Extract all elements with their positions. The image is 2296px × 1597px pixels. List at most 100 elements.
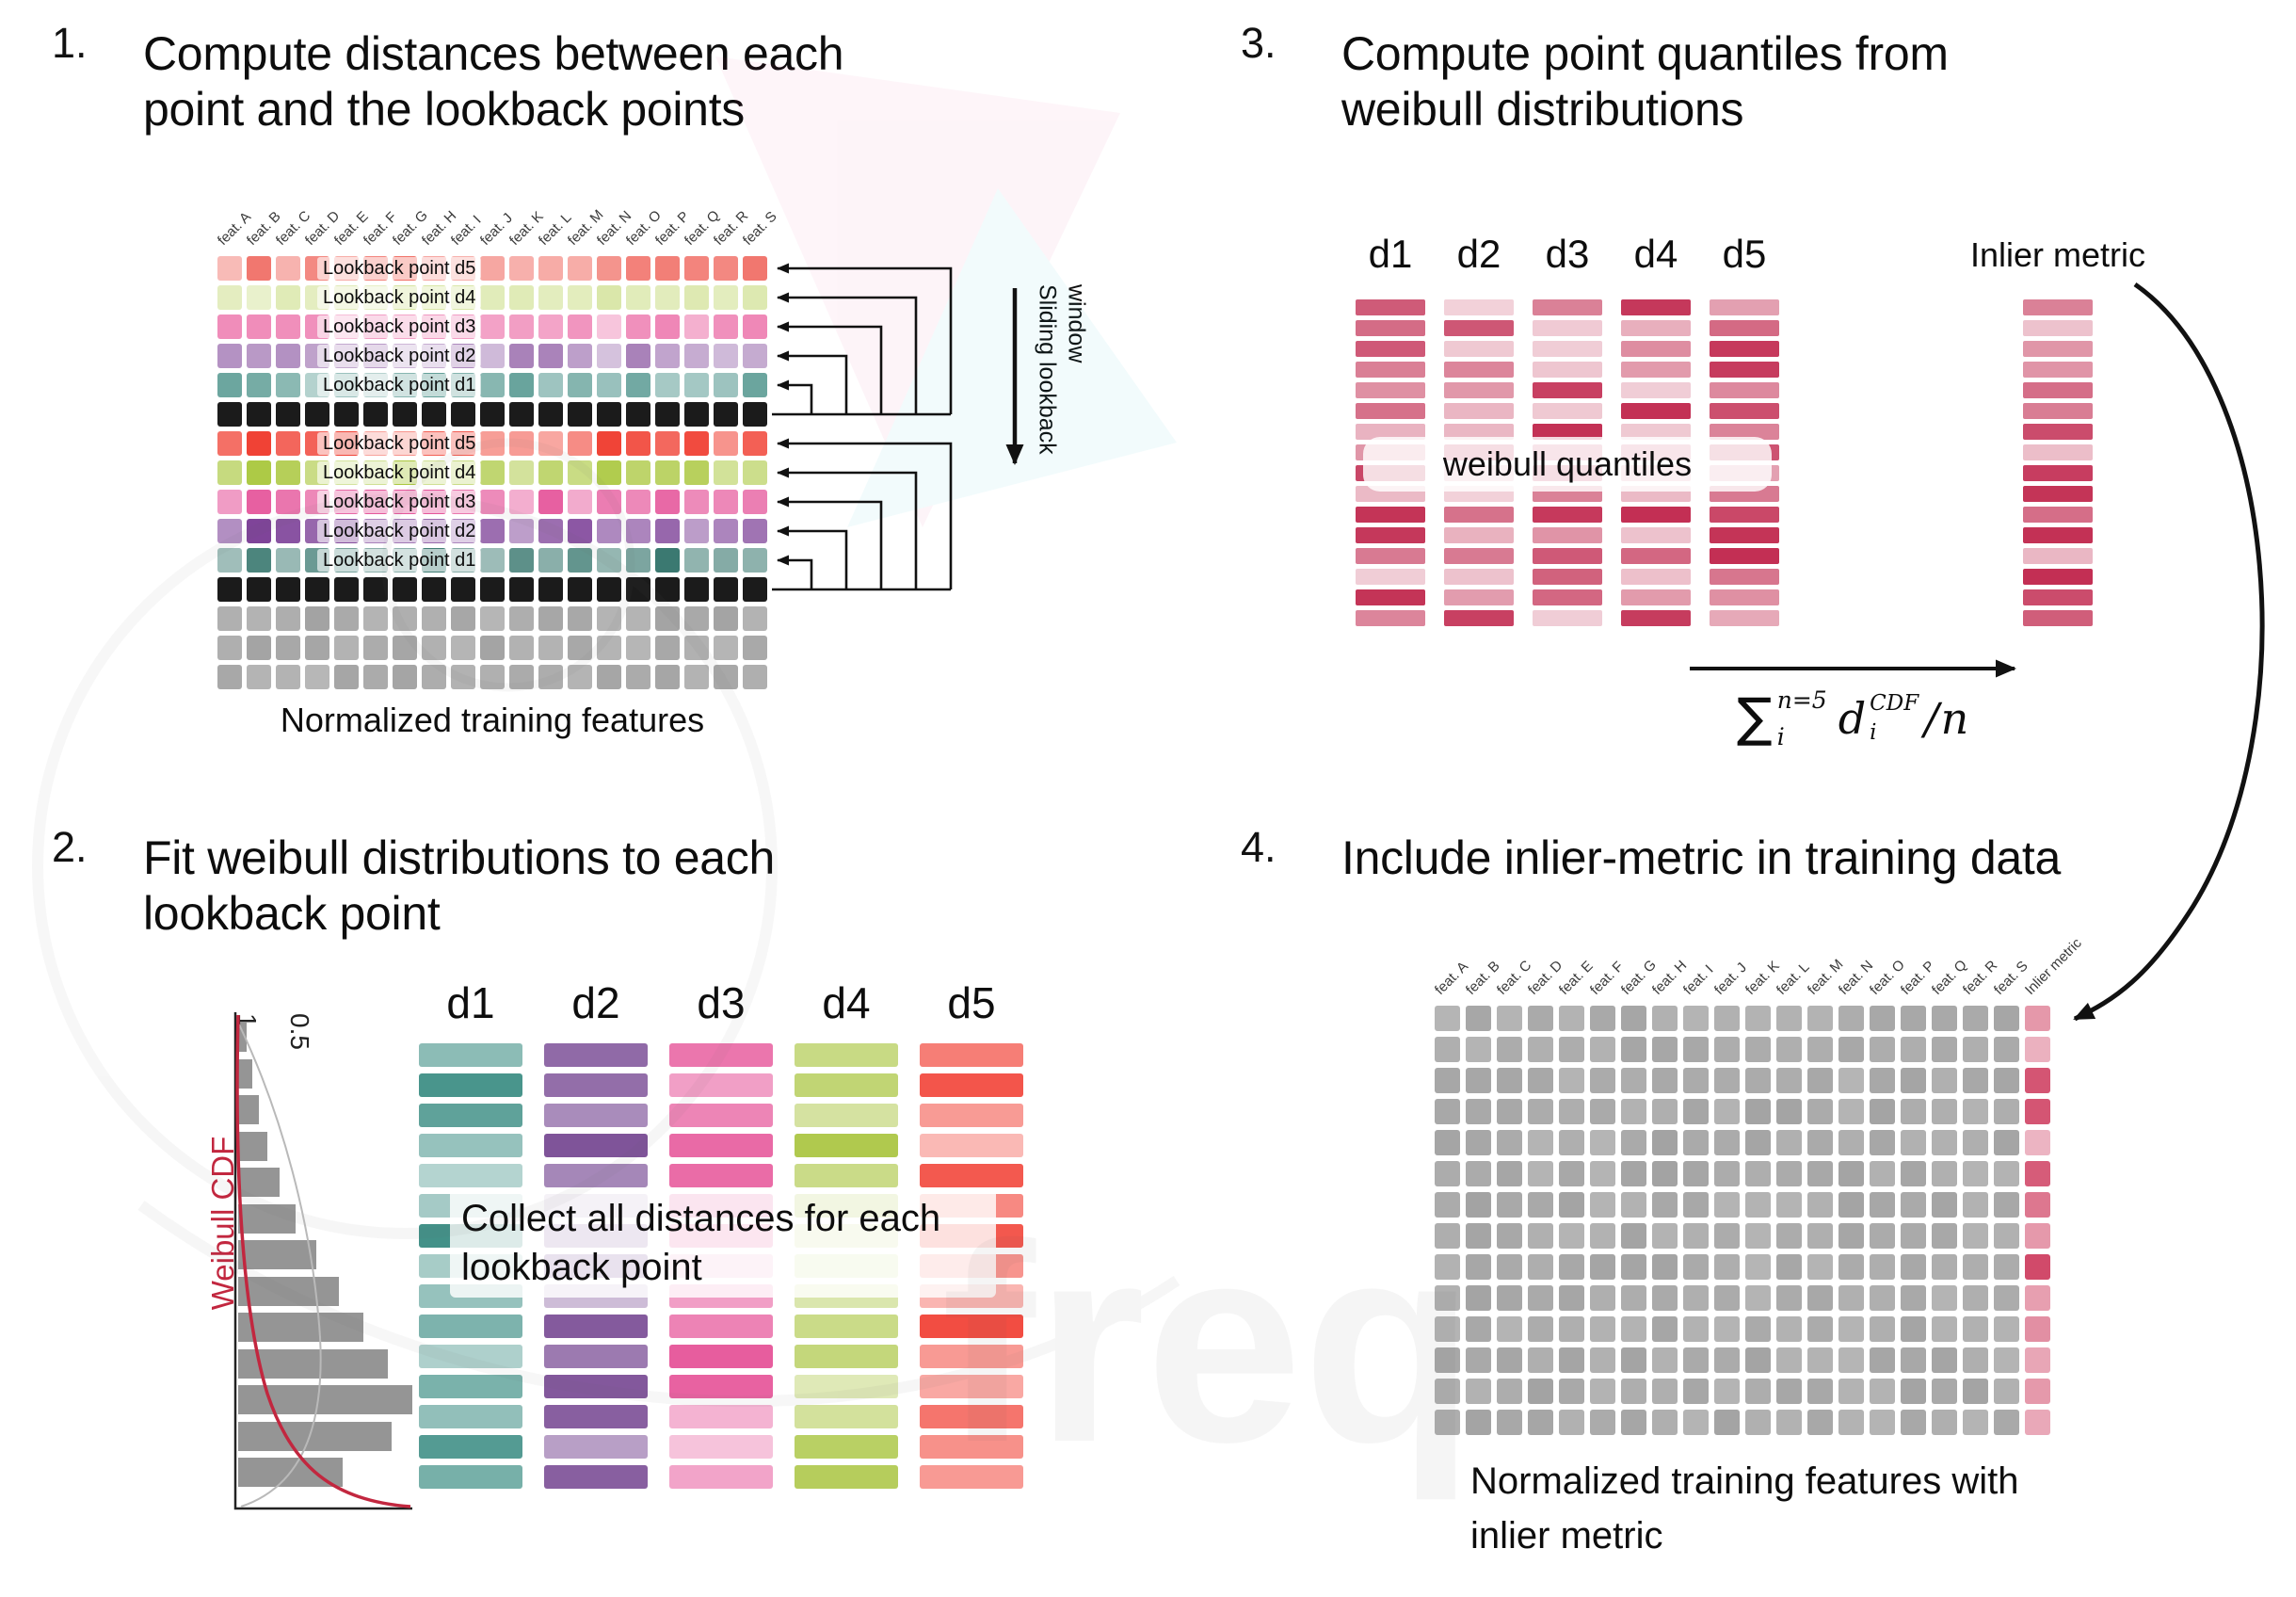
histogram-bar (238, 1421, 392, 1451)
summation-lower-limit: i (1776, 723, 1785, 750)
grid-cell (597, 577, 621, 602)
grid-cell (626, 665, 650, 689)
distance-bar (419, 1073, 522, 1097)
feature-header: feat. J (476, 210, 516, 249)
step-3-number: 3. (1241, 19, 1276, 67)
distance-bar (669, 1104, 773, 1127)
lookback-row-label: Lookback point d4 (317, 286, 482, 309)
distance-bar (669, 1134, 773, 1157)
grid-cell (1994, 1285, 2019, 1311)
grid-cell (538, 256, 563, 281)
grid-cell (1714, 1099, 1740, 1124)
inlier-metric-bar (2023, 465, 2093, 481)
distance-bar (669, 1345, 773, 1368)
grid-cell (597, 256, 621, 281)
distance-bar (669, 1043, 773, 1067)
training-row (1435, 1161, 2050, 1186)
quantile-bar (1621, 548, 1691, 564)
divide-symbol: / (1924, 693, 1939, 744)
grid-cell (626, 431, 650, 456)
grid-cell (1807, 1347, 1833, 1373)
grid-cell (684, 285, 709, 310)
distance-arrow (777, 525, 848, 589)
grid-cell (1683, 1410, 1709, 1435)
quantile-bar (1533, 341, 1602, 357)
feature-header: feat. G (1617, 957, 1660, 998)
grid-cell (1932, 1161, 1957, 1186)
grid-cell (1559, 1254, 1584, 1280)
grid-cell (714, 636, 738, 660)
grid-cell (626, 256, 650, 281)
quantile-bar (1621, 382, 1691, 398)
grid-cell (363, 636, 388, 660)
inlier-metric-cell (2025, 1254, 2050, 1280)
quantile-bar (1533, 507, 1602, 523)
feature-header: feat. O (1866, 957, 1908, 998)
grid-cell (1745, 1316, 1771, 1342)
grid-cell (743, 402, 767, 427)
distance-bar (795, 1073, 898, 1097)
training-row (1435, 1068, 2050, 1093)
weibull-cdf-axis-label: Weibull CDF (205, 1136, 240, 1311)
distance-bar (795, 1104, 898, 1127)
grid-cell (538, 636, 563, 660)
grid-cell (743, 577, 767, 602)
grid-cell (1745, 1347, 1771, 1373)
grid-cell (247, 256, 271, 281)
distance-subscript: i (1870, 720, 1877, 745)
grid-cell (422, 402, 446, 427)
distance-arrow (777, 496, 883, 589)
grid-cell (1497, 1161, 1522, 1186)
grid-cell (1621, 1006, 1646, 1031)
grid-cell (626, 460, 650, 485)
grid-cell (509, 548, 534, 573)
grid-cell (1932, 1254, 1957, 1280)
grid-cell (1621, 1347, 1646, 1373)
grid-cell (1963, 1068, 1988, 1093)
summation-upper-limit: n=5 (1776, 686, 1827, 714)
quantile-bar (1533, 424, 1602, 440)
grid-cell (1838, 1037, 1864, 1062)
grid-cell (538, 490, 563, 514)
grid-cell (1435, 1006, 1460, 1031)
grid-cell (1838, 1254, 1864, 1280)
grid-cell (1838, 1099, 1864, 1124)
grid-cell (1901, 1037, 1926, 1062)
quantile-formula: ∑ n=5 i d CDF i / n (1737, 688, 1968, 749)
grid-cell (1683, 1254, 1709, 1280)
grid-cell (1590, 1285, 1615, 1311)
grid-cell (1776, 1379, 1802, 1404)
grid-cell (655, 315, 680, 339)
grid-cell (1932, 1192, 1957, 1218)
inlier-metric-cell (2025, 1192, 2050, 1218)
grid-cell (1621, 1192, 1646, 1218)
grid-cell (1621, 1254, 1646, 1280)
grid-cell (1528, 1379, 1553, 1404)
grid-cell (1776, 1037, 1802, 1062)
grid-cell (1745, 1410, 1771, 1435)
distance-bar (419, 1134, 522, 1157)
grid-cell (655, 460, 680, 485)
grid-cell (1652, 1347, 1678, 1373)
quantile-bar (1621, 403, 1691, 419)
grid-cell (568, 460, 592, 485)
quantile-column-label: d1 (1368, 232, 1413, 276)
grid-cell (538, 431, 563, 456)
quantile-bar (1356, 403, 1425, 419)
distance-bar (419, 1345, 522, 1368)
distance-bar (419, 1465, 522, 1489)
grid-cell (480, 256, 505, 281)
grid-cell (276, 519, 300, 543)
grid-cell (1528, 1161, 1553, 1186)
grid-cell (1838, 1379, 1864, 1404)
p2-overlay-text: Collect all distances for each lookback … (450, 1188, 996, 1298)
grid-cell (597, 636, 621, 660)
grid-cell (509, 490, 534, 514)
inlier-metric-cell (2025, 1161, 2050, 1186)
grid-cell (334, 665, 359, 689)
lookback-row-label: Lookback point d1 (317, 549, 482, 572)
grid-cell (626, 315, 650, 339)
summation-limits: n=5 i (1777, 688, 1827, 749)
grid-cell (655, 636, 680, 660)
quantile-bar (1533, 548, 1602, 564)
